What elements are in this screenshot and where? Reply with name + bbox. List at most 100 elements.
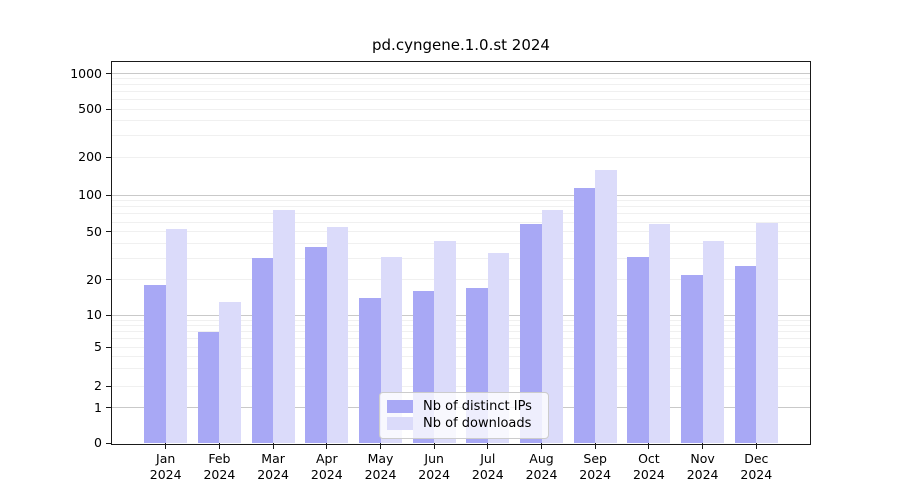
bar-downloads [326, 226, 349, 443]
y-tick-label: 50 [86, 223, 102, 239]
minor-gridline [112, 346, 810, 348]
y-tick-label: 10 [86, 307, 102, 323]
y-tick-label: 200 [78, 149, 102, 164]
legend-label: Nb of distinct IPs [423, 399, 532, 414]
minor-gridline [112, 120, 810, 122]
bar-distinct-ips [734, 265, 757, 443]
minor-gridline [112, 385, 810, 387]
bar-distinct-ips [681, 274, 703, 443]
x-tick-label: Oct 2024 [632, 451, 665, 482]
y-tick-label: 0 [94, 435, 102, 450]
legend-item-distinct-ips: Nb of distinct IPs [380, 398, 548, 415]
x-axis-tick [380, 443, 381, 449]
minor-gridline [112, 338, 810, 340]
bar-distinct-ips [251, 258, 274, 443]
x-tick-label: Nov 2024 [686, 451, 719, 482]
bar-downloads [702, 240, 725, 443]
x-axis-tick [326, 443, 328, 449]
x-tick-label: Dec 2024 [740, 451, 773, 482]
y-axis-tick [106, 314, 112, 316]
bar-distinct-ips [573, 187, 596, 443]
major-gridline [112, 194, 810, 196]
y-tick-label: 1 [94, 399, 102, 415]
y-axis-tick [106, 279, 112, 280]
minor-gridline [112, 331, 810, 333]
legend-swatch-downloads [387, 417, 413, 430]
bar-distinct-ips [627, 256, 649, 443]
minor-gridline [112, 135, 810, 137]
bar-distinct-ips [359, 297, 381, 443]
minor-gridline [112, 279, 810, 280]
minor-gridline [112, 324, 810, 326]
minor-gridline [112, 356, 810, 357]
x-tick-label: Feb 2024 [203, 451, 236, 482]
bar-downloads [595, 170, 617, 443]
y-tick-label: 2 [94, 378, 102, 394]
minor-gridline [112, 368, 810, 370]
x-tick-label: May 2024 [364, 451, 397, 482]
y-tick-label: 20 [86, 271, 102, 287]
legend-swatch-distinct-ips [387, 400, 413, 413]
minor-gridline [112, 319, 810, 321]
bar-downloads [541, 210, 563, 443]
bar-downloads [756, 222, 778, 443]
x-axis-tick [218, 443, 220, 449]
y-tick-label: 5 [94, 339, 102, 354]
y-tick-label: 1000 [70, 65, 102, 81]
y-axis-tick [106, 108, 112, 110]
y-axis-tick [106, 231, 112, 232]
minor-gridline [112, 257, 810, 259]
minor-gridline [112, 242, 810, 244]
x-axis-tick [165, 443, 167, 449]
x-tick-label: Apr 2024 [310, 451, 343, 482]
x-axis-tick [755, 443, 757, 449]
x-axis-tick [648, 443, 650, 449]
minor-gridline [112, 156, 810, 158]
x-axis-tick [594, 443, 596, 449]
x-tick-label: Jun 2024 [418, 451, 451, 482]
x-tick-label: Sep 2024 [579, 451, 612, 482]
y-tick-label: 100 [78, 187, 102, 203]
x-axis-tick [433, 443, 435, 449]
minor-gridline [112, 213, 810, 215]
major-gridline [112, 314, 810, 316]
minor-gridline [112, 99, 810, 101]
bar-distinct-ips [144, 284, 166, 443]
y-axis-tick [106, 73, 112, 74]
chart-title: pd.cyngene.1.0.st 2024 [372, 36, 550, 54]
y-axis-tick [106, 407, 112, 409]
minor-gridline [112, 221, 810, 223]
x-axis-tick [541, 443, 542, 449]
minor-gridline [112, 206, 810, 208]
y-tick-label: 500 [78, 101, 102, 116]
x-axis-tick [702, 443, 704, 449]
bar-distinct-ips [520, 223, 542, 443]
y-axis-tick [106, 194, 112, 196]
major-gridline [112, 73, 810, 74]
x-tick-label: Aug 2024 [525, 451, 558, 482]
x-tick-label: Jan 2024 [149, 451, 182, 482]
bar-distinct-ips [197, 331, 220, 443]
y-axis-tick [106, 156, 112, 158]
x-tick-label: Jul 2024 [471, 451, 504, 482]
x-axis-tick [487, 443, 489, 449]
y-axis-tick [106, 442, 112, 444]
minor-gridline [112, 200, 810, 202]
legend-item-downloads: Nb of downloads [380, 415, 548, 432]
x-tick-label: Mar 2024 [257, 451, 289, 482]
y-axis-tick [106, 385, 112, 387]
minor-gridline [112, 84, 810, 86]
y-axis-tick [106, 346, 112, 348]
bar-downloads [165, 228, 188, 443]
minor-gridline [112, 91, 810, 93]
bar-downloads [273, 210, 295, 443]
bar-distinct-ips [305, 247, 327, 443]
bar-downloads [219, 301, 241, 443]
legend-label: Nb of downloads [423, 416, 532, 431]
x-axis-tick [272, 443, 274, 449]
minor-gridline [112, 78, 810, 80]
minor-gridline [112, 108, 810, 110]
bar-downloads [648, 223, 671, 443]
legend: Nb of distinct IPs Nb of downloads [379, 392, 549, 439]
